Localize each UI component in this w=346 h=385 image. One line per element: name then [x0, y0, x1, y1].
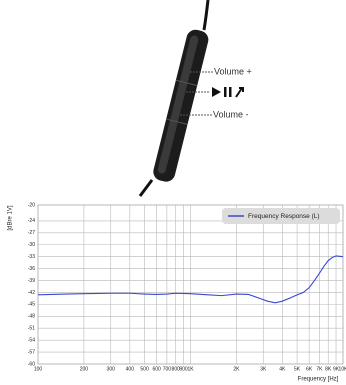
y-tick-label: -36: [28, 266, 35, 272]
play-icon: [212, 87, 221, 97]
y-tick-label: -20: [28, 202, 35, 208]
x-tick-label: 100: [34, 366, 43, 372]
y-tick-label: -39: [28, 278, 35, 284]
x-tick-label: 8K: [325, 366, 332, 372]
y-tick-label: -30: [28, 242, 35, 248]
x-tick-label: 6K: [306, 366, 313, 372]
pause-icon: [224, 87, 227, 97]
y-tick-label: -42: [28, 290, 35, 296]
pause-icon: [229, 87, 232, 97]
x-tick-label: 800: [172, 366, 181, 372]
x-tick-label: 1K: [187, 366, 194, 372]
y-tick-label: -57: [28, 349, 35, 355]
x-tick-label: 2K: [233, 366, 240, 372]
volume-down-label: Volume -: [213, 109, 249, 119]
button-edge: [166, 118, 188, 125]
x-tick-label: 4K: [279, 366, 286, 372]
y-tick-label: -27: [28, 230, 35, 236]
y-tick-label: -48: [28, 314, 35, 320]
x-axis-label: Frequency [Hz]: [298, 377, 339, 383]
x-tick-label: 400: [126, 366, 135, 372]
x-tick-label: 300: [107, 366, 116, 372]
x-tick-label: 200: [80, 366, 89, 372]
x-tick-label: 10K: [339, 366, 346, 372]
x-tick-label: 3K: [260, 366, 267, 372]
y-tick-label: -33: [28, 254, 35, 260]
x-tick-label: 500: [140, 366, 149, 372]
volume-up-label: Volume +: [214, 66, 252, 76]
x-tick-label: 9K: [333, 366, 340, 372]
series-line: [37, 255, 344, 304]
cable: [138, 179, 154, 197]
legend-label: Frequency Response (L): [248, 213, 320, 220]
remote-highlight: [157, 35, 199, 174]
legend-box: [222, 208, 340, 224]
y-tick-label: -51: [28, 326, 35, 332]
chart: -20 -24 -27 -30 -33 -36 -39 -42 -45 -48 -51 -54 -57 -…: [28, 202, 346, 372]
button-edge: [175, 79, 198, 87]
x-tick-label: 900: [179, 366, 188, 372]
cable: [202, 0, 210, 31]
x-tick-label: 700: [163, 366, 172, 372]
x-tick-label: 600: [152, 366, 161, 372]
y-tick-label: -54: [28, 337, 35, 343]
earphone-remote: Volume + Volume -: [138, 0, 252, 197]
x-tick-label: 7K: [316, 366, 323, 372]
y-tick-label: -45: [28, 302, 35, 308]
call-icon: [235, 87, 244, 98]
x-tick-label: 5K: [294, 366, 301, 372]
y-tick-label: -24: [28, 218, 35, 224]
y-axis-label: [dBre 1V]: [8, 205, 14, 230]
y-tick-label: -60: [28, 361, 35, 367]
